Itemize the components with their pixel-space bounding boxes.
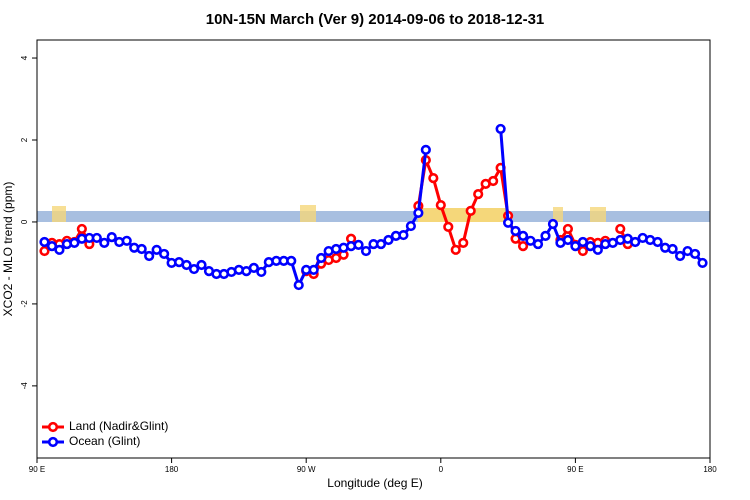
point — [69, 237, 80, 248]
legend-marker — [47, 436, 59, 448]
y-tick-label: 4 — [20, 55, 29, 60]
chart-title: 10N-15N March (Ver 9) 2014-09-06 to 2018… — [206, 11, 545, 28]
x-tick-label: 90 E — [567, 465, 583, 474]
x-axis-label: Longitude (deg E) — [327, 476, 422, 490]
point — [136, 243, 147, 255]
y-tick-label: 2 — [20, 137, 29, 142]
point — [196, 259, 207, 271]
y-tick-label: 0 — [20, 219, 29, 224]
point — [39, 245, 50, 257]
point — [106, 232, 117, 243]
point — [413, 207, 424, 219]
point — [360, 245, 372, 257]
point — [383, 234, 394, 246]
point — [503, 217, 514, 228]
point — [473, 188, 484, 200]
point — [630, 236, 641, 248]
point — [577, 236, 588, 248]
point — [517, 241, 529, 252]
y-tick-label: -2 — [20, 300, 29, 308]
point — [256, 266, 267, 278]
point — [181, 259, 192, 271]
point — [353, 239, 364, 251]
point — [570, 241, 581, 252]
point — [577, 245, 588, 257]
point — [293, 279, 304, 291]
point — [398, 229, 409, 241]
point — [547, 218, 559, 230]
point — [652, 236, 663, 248]
point — [488, 175, 499, 187]
point — [443, 221, 454, 232]
point — [76, 223, 87, 235]
x-tick-label: 0 — [439, 465, 444, 474]
point — [450, 244, 461, 255]
point — [562, 223, 574, 235]
point — [592, 244, 603, 255]
point — [91, 232, 102, 244]
x-tick-label: 90 E — [29, 465, 45, 474]
point — [54, 244, 65, 255]
point — [510, 225, 521, 237]
point — [697, 257, 708, 269]
point — [674, 250, 686, 262]
x-tick-label: 180 — [703, 465, 717, 474]
point — [405, 220, 416, 232]
point — [188, 263, 200, 275]
point — [121, 235, 132, 246]
point — [495, 123, 506, 135]
point — [615, 223, 626, 235]
point — [248, 262, 259, 273]
point — [159, 248, 170, 260]
point — [375, 238, 387, 250]
x-tick-label: 180 — [165, 465, 179, 474]
point — [308, 264, 319, 276]
point — [428, 173, 439, 184]
point — [46, 241, 58, 252]
point — [316, 252, 327, 264]
point — [465, 205, 476, 216]
point — [562, 234, 574, 246]
point — [39, 236, 50, 248]
point — [667, 243, 678, 255]
point — [420, 144, 431, 155]
coverage-band — [37, 205, 710, 222]
point — [435, 200, 446, 211]
point — [286, 255, 297, 266]
legend-text: Ocean (Glint) — [69, 434, 140, 448]
legend-text: Land (Nadir&Glint) — [69, 419, 168, 433]
point — [144, 250, 155, 262]
point — [540, 230, 551, 241]
plot-frame — [36, 39, 711, 459]
point — [517, 230, 529, 241]
y-axis-label: XCO2 - MLO trend (ppm) — [1, 182, 15, 317]
point — [585, 241, 596, 252]
point — [532, 238, 544, 250]
point — [689, 248, 701, 260]
x-tick-label: 90 W — [297, 465, 316, 474]
point — [458, 237, 469, 248]
y-tick-label: -4 — [20, 382, 29, 390]
legend-marker — [47, 421, 59, 433]
point — [99, 237, 110, 248]
point — [151, 244, 162, 255]
